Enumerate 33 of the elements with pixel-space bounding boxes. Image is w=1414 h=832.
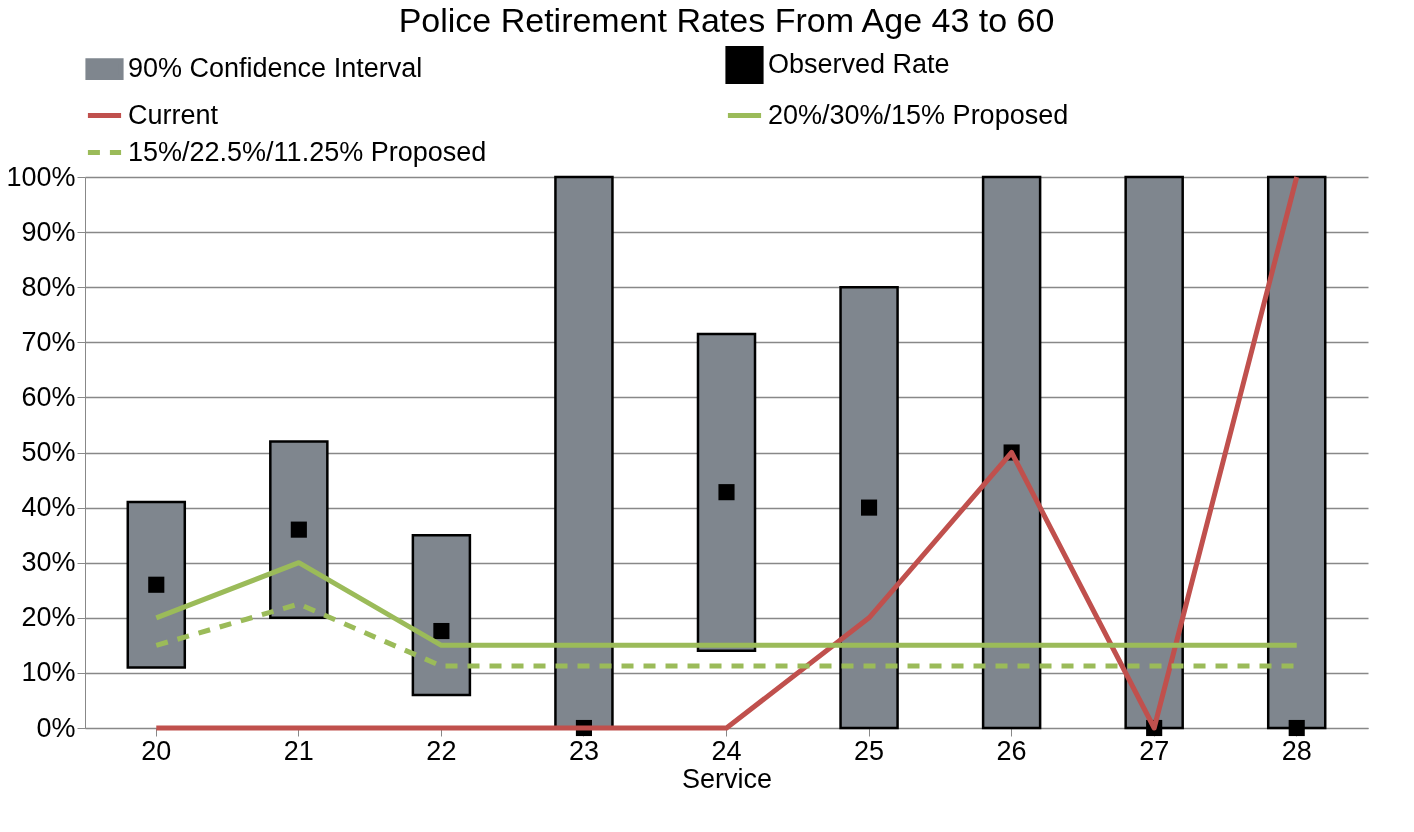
- x-tick-label: 22: [426, 735, 457, 766]
- x-tick-label: 24: [711, 735, 742, 766]
- y-tick-label: 100%: [6, 161, 76, 192]
- point: [1288, 719, 1305, 737]
- point: [718, 484, 735, 501]
- y-tick-label: 30%: [21, 547, 76, 578]
- legend-label: Current: [128, 99, 219, 130]
- x-tick-label: 23: [568, 735, 599, 766]
- x-tick-label: 25: [854, 735, 885, 766]
- y-tick-label: 40%: [21, 492, 76, 523]
- legend-label: Observed Rate: [768, 48, 950, 79]
- y-tick-label: 70%: [21, 326, 76, 357]
- y-tick-label: 0%: [36, 712, 76, 743]
- y-tick-label: 10%: [21, 657, 76, 688]
- legend-label: 20%/30%/15% Proposed: [768, 99, 1069, 130]
- y-tick-label: 60%: [21, 381, 76, 412]
- x-axis-title: Service: [681, 763, 773, 794]
- point: [433, 622, 450, 640]
- legend-label: 90% Confidence Interval: [128, 53, 423, 84]
- x-tick-label: 27: [1139, 735, 1170, 766]
- x-tick-label: 20: [141, 735, 172, 766]
- point: [148, 576, 165, 593]
- point: [860, 499, 878, 516]
- y-tick-label: 90%: [21, 216, 76, 247]
- y-tick-label: 80%: [21, 271, 76, 302]
- y-tick-label: 20%: [21, 602, 76, 633]
- x-tick-label: 26: [996, 735, 1027, 766]
- chart-title: Police Retirement Rates From Age 43 to 60: [398, 1, 1055, 39]
- x-tick-label: 28: [1281, 735, 1312, 766]
- point: [290, 521, 307, 538]
- x-tick-label: 21: [283, 735, 314, 766]
- y-tick-label: 50%: [21, 437, 76, 467]
- legend-label: 15%/22.5%/11.25% Proposed: [128, 136, 487, 167]
